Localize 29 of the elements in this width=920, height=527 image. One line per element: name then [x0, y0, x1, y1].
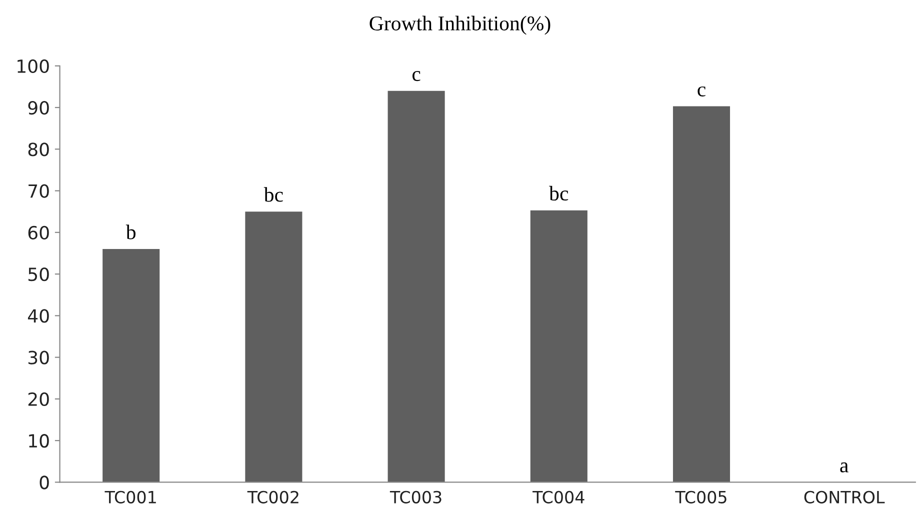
x-tick-label: CONTROL: [804, 490, 885, 504]
y-tick-label: 30: [28, 350, 49, 364]
y-tick-label: 70: [28, 184, 49, 198]
y-tick-label: 100: [18, 59, 49, 73]
chart-title: Growth Inhibition(%): [370, 16, 550, 35]
bar: [388, 90, 445, 482]
bar: [245, 212, 302, 482]
bar: [672, 106, 730, 482]
y-tick-label: 20: [28, 392, 49, 406]
y-tick-label: 0: [40, 476, 49, 490]
y-tick-label: 50: [28, 268, 49, 282]
annotation: bc: [549, 186, 568, 201]
bar: [102, 249, 160, 482]
annotation: c: [412, 71, 420, 82]
annotation: a: [840, 462, 848, 472]
x-tick-label: TC003: [390, 490, 442, 504]
y-tick-label: 80: [28, 142, 49, 156]
annotation: c: [698, 86, 706, 96]
y-tick-label: 60: [28, 226, 49, 240]
annotation: b: [126, 224, 136, 240]
y-tick-label: 40: [28, 309, 49, 323]
x-tick-label: TC002: [247, 490, 298, 504]
y-tick-label: 90: [28, 100, 49, 115]
x-tick-label: TC001: [104, 490, 156, 504]
bar: [530, 210, 588, 482]
annotation: bc: [264, 187, 283, 202]
y-tick-label: 10: [29, 434, 49, 448]
x-tick-label: TC004: [532, 490, 584, 504]
x-tick-label: TC005: [675, 490, 726, 504]
